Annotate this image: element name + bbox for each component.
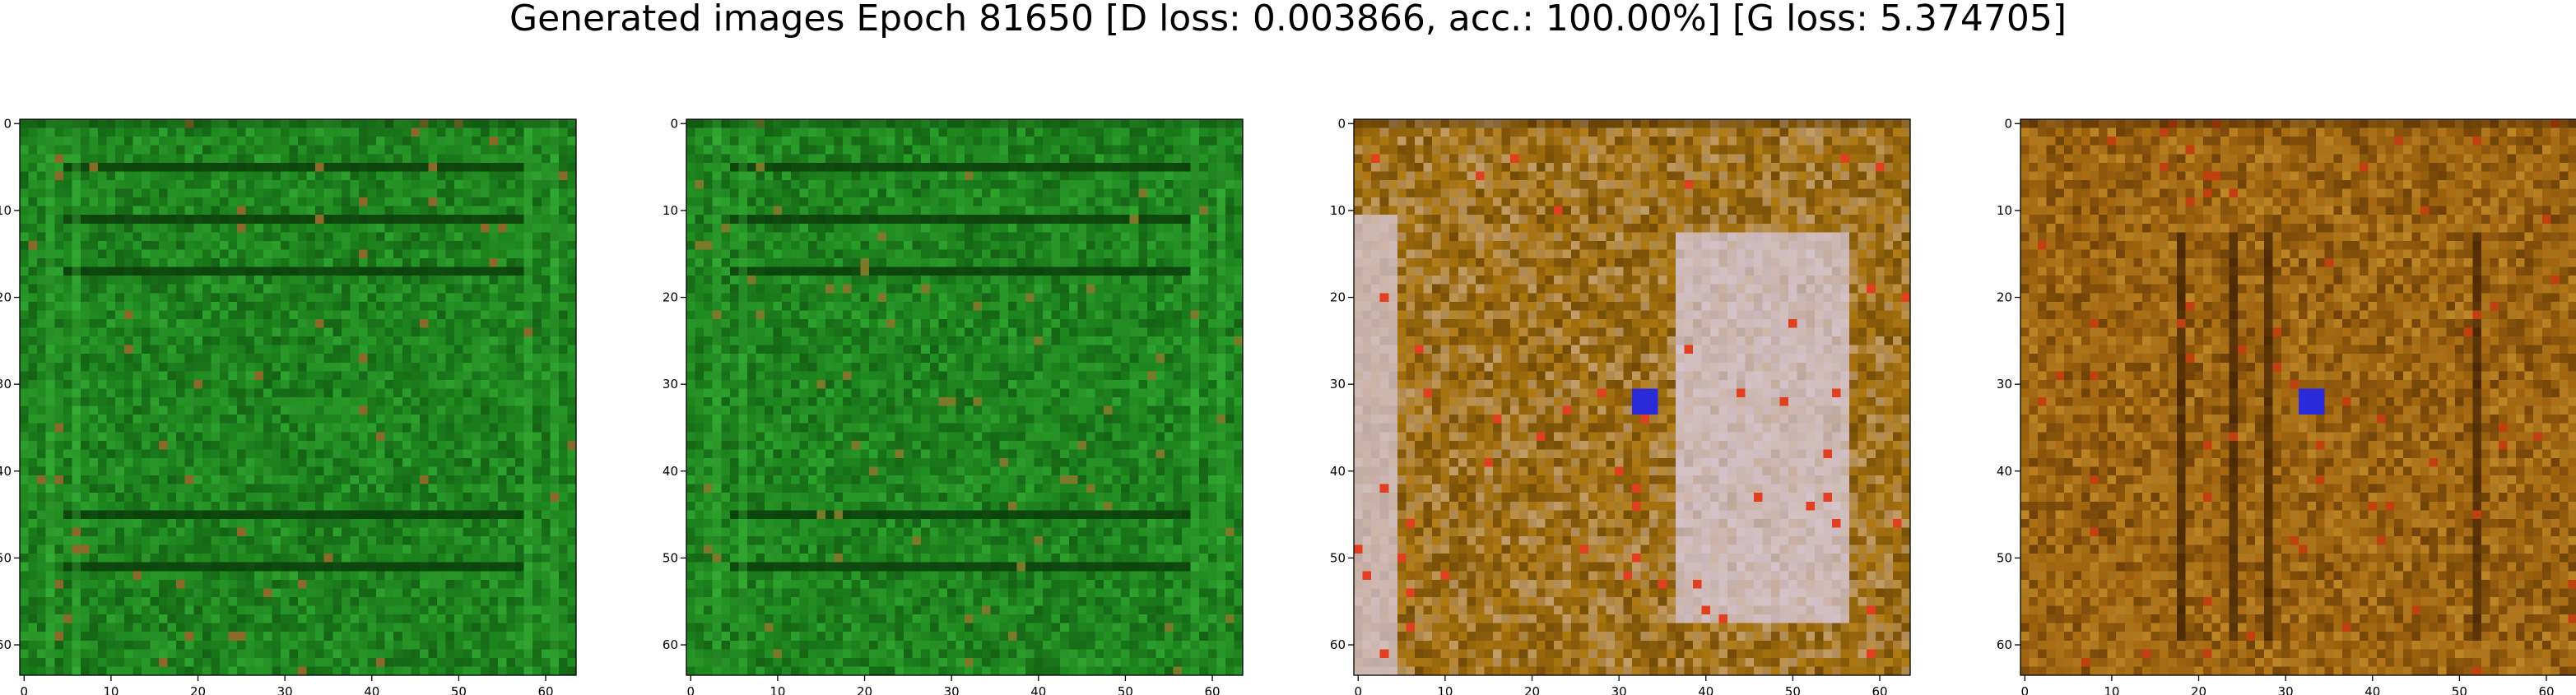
x-tick-label: 50 — [451, 684, 467, 695]
x-tick-label: 40 — [364, 684, 379, 695]
y-tick-label: 30 — [1997, 377, 2012, 392]
x-tick-label: 10 — [103, 684, 119, 695]
x-tick-label: 20 — [857, 684, 872, 695]
x-tick-label: 10 — [770, 684, 785, 695]
x-tick-label: 30 — [277, 684, 293, 695]
axes-frame — [19, 118, 577, 676]
x-tick-label: 60 — [1872, 684, 1887, 695]
figure-title: Generated images Epoch 81650 [D loss: 0.… — [509, 0, 2067, 39]
generated-image-1 — [20, 119, 576, 675]
axes-frame — [2020, 118, 2576, 676]
image-panel-4: 0 10 20 30 40 50 60 0 10 20 30 40 50 60 — [1997, 116, 2576, 695]
image-panel-2: 0 10 20 30 40 50 60 0 10 20 30 40 50 60 — [663, 116, 1244, 695]
x-tick-label: 50 — [1118, 684, 1133, 695]
x-tick-label: 60 — [2538, 684, 2554, 695]
x-tick-label: 40 — [2364, 684, 2380, 695]
y-tick-label: 40 — [1997, 464, 2012, 479]
x-tick-label: 10 — [2104, 684, 2119, 695]
y-tick-label: 50 — [663, 550, 678, 565]
y-tick-label: 20 — [663, 290, 678, 305]
x-tick-label: 0 — [687, 684, 695, 695]
generated-image-3 — [1354, 119, 1910, 675]
x-tick-label: 0 — [21, 684, 29, 695]
y-tick-label: 60 — [1997, 637, 2012, 652]
y-tick-label: 40 — [0, 464, 12, 479]
y-tick-label: 20 — [0, 290, 12, 305]
x-tick-label: 40 — [1030, 684, 1046, 695]
y-tick-label: 60 — [1330, 637, 1346, 652]
y-tick-label: 50 — [1997, 550, 2012, 565]
x-tick-label: 10 — [1437, 684, 1453, 695]
y-tick-label: 30 — [1330, 377, 1346, 392]
x-tick-label: 20 — [190, 684, 206, 695]
x-tick-label: 60 — [537, 684, 553, 695]
x-tick-label: 0 — [2021, 684, 2030, 695]
y-tick-label: 0 — [3, 116, 12, 131]
y-tick-label: 30 — [0, 377, 12, 392]
y-tick-label: 50 — [0, 550, 12, 565]
y-tick-label: 0 — [670, 116, 678, 131]
image-panel-3: 0 10 20 30 40 50 60 0 10 20 30 40 50 60 — [1330, 116, 1911, 695]
y-tick-label: 0 — [2004, 116, 2012, 131]
x-tick-label: 0 — [1355, 684, 1363, 695]
x-tick-label: 30 — [2278, 684, 2294, 695]
x-tick-label: 30 — [1611, 684, 1627, 695]
y-tick-label: 10 — [663, 203, 678, 218]
y-tick-label: 10 — [1997, 203, 2012, 218]
generated-image-2 — [686, 119, 1243, 675]
x-tick-label: 40 — [1698, 684, 1713, 695]
y-tick-label: 50 — [1330, 550, 1346, 565]
y-tick-label: 30 — [663, 377, 678, 392]
y-tick-label: 20 — [1330, 290, 1346, 305]
x-tick-label: 30 — [944, 684, 960, 695]
axes-frame — [686, 118, 1244, 676]
y-tick-label: 60 — [0, 637, 12, 652]
x-tick-label: 50 — [2452, 684, 2467, 695]
y-tick-label: 40 — [663, 464, 678, 479]
y-tick-label: 60 — [663, 637, 678, 652]
y-tick-label: 20 — [1997, 290, 2012, 305]
x-tick-label: 20 — [1524, 684, 1540, 695]
y-tick-label: 10 — [1330, 203, 1346, 218]
y-tick-label: 0 — [1337, 116, 1346, 131]
axes-frame — [1353, 118, 1911, 676]
x-tick-label: 20 — [2191, 684, 2206, 695]
x-tick-label: 60 — [1204, 684, 1220, 695]
image-panel-1: 0 10 20 30 40 50 60 0 10 20 30 40 50 60 — [0, 116, 577, 695]
y-tick-label: 10 — [0, 203, 12, 218]
y-tick-label: 40 — [1330, 464, 1346, 479]
generated-image-4 — [2020, 119, 2576, 675]
x-tick-label: 50 — [1785, 684, 1801, 695]
